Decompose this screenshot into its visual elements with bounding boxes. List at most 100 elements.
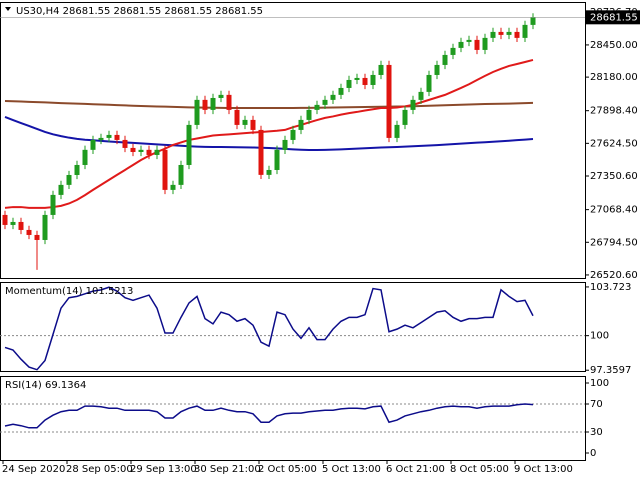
candle-body <box>386 64 392 138</box>
candle-body <box>442 54 448 65</box>
candle-body <box>330 94 336 100</box>
candle-body <box>314 104 320 110</box>
candle-body <box>490 31 496 38</box>
candle-body <box>282 139 288 150</box>
candle-body <box>266 169 272 175</box>
candle-body <box>362 77 368 85</box>
candle-body <box>298 119 304 130</box>
y-tick-label: 0 <box>590 448 596 459</box>
y-tick-label: 103.723 <box>590 282 631 293</box>
y-tick-label: 100 <box>590 378 609 389</box>
candle-body <box>10 221 16 225</box>
candle-body <box>106 134 112 138</box>
candle-body <box>426 74 432 92</box>
candle-body <box>82 149 88 165</box>
candle-body <box>434 64 440 75</box>
y-tick-label: 30 <box>590 427 603 438</box>
candle-body <box>50 194 56 215</box>
y-tick-label: 28450.00 <box>590 40 638 51</box>
candle-body <box>170 184 176 190</box>
panel-title: Momentum(14) 101.5213 <box>5 286 133 297</box>
candle-body <box>338 87 344 95</box>
candle-body <box>418 91 424 100</box>
y-tick-label: 26520.60 <box>590 270 638 281</box>
candle-body <box>34 234 40 240</box>
x-tick-label: 28 Sep 05:00 <box>66 464 133 475</box>
candle-body <box>26 229 32 235</box>
x-tick-label: 8 Oct 05:00 <box>450 464 509 475</box>
panel-title: RSI(14) 69.1364 <box>5 380 86 391</box>
y-tick-label: 27068.40 <box>590 205 638 216</box>
candle-body <box>506 31 512 35</box>
candle-body <box>234 109 240 125</box>
candle-body <box>66 174 72 185</box>
panel-frame <box>0 376 586 461</box>
last-price-box <box>586 10 640 25</box>
candle-body <box>130 147 136 152</box>
candle-body <box>146 149 152 155</box>
candle-body <box>466 39 472 42</box>
candle-body <box>346 79 352 88</box>
candle-body <box>138 149 144 152</box>
panel-frame <box>0 282 586 372</box>
y-tick-label: 27624.50 <box>590 138 638 149</box>
candle-body <box>306 109 312 120</box>
candle-body <box>178 164 184 185</box>
candle-body <box>514 31 520 38</box>
candle-body <box>114 134 120 140</box>
candle-body <box>162 149 168 190</box>
candle-body <box>410 99 416 110</box>
y-tick-label: 27898.40 <box>590 106 638 117</box>
y-tick-label: 97.3597 <box>590 365 631 376</box>
candle-body <box>18 221 24 230</box>
candle-body <box>458 41 464 48</box>
panel-frame <box>0 2 586 279</box>
candle-body <box>58 184 64 195</box>
candle-body <box>258 129 264 175</box>
y-tick-label: 27350.60 <box>590 171 638 182</box>
candle-body <box>210 97 216 110</box>
candle-body <box>290 129 296 140</box>
candle-body <box>522 24 528 38</box>
y-tick-label: 70 <box>590 399 603 410</box>
candle-body <box>378 64 384 75</box>
last-price-label: 28681.55 <box>590 12 638 23</box>
candle-body <box>482 37 488 50</box>
candle-body <box>530 17 536 25</box>
candle-body <box>498 31 504 35</box>
indicator-line <box>4 403 534 429</box>
x-tick-label: 9 Oct 13:00 <box>514 464 573 475</box>
panel-title: US30,H4 28681.55 28681.55 28681.55 28681… <box>16 6 263 17</box>
y-tick-label: 100 <box>590 331 609 342</box>
candle-body <box>354 77 360 80</box>
candle-body <box>154 149 160 155</box>
indicator-line <box>4 286 534 371</box>
indicator-line <box>4 99 534 109</box>
candle-body <box>274 149 280 170</box>
candle-body <box>186 124 192 165</box>
menu-arrow[interactable] <box>5 7 11 11</box>
x-tick-label: 6 Oct 21:00 <box>386 464 445 475</box>
candle-body <box>322 99 328 105</box>
candle-body <box>74 164 80 175</box>
candle-body <box>242 119 248 125</box>
indicator-line <box>4 58 534 209</box>
x-tick-label: 2 Oct 05:00 <box>258 464 317 475</box>
candle-body <box>218 94 224 98</box>
y-tick-label: 28180.00 <box>590 72 638 83</box>
candle-body <box>202 99 208 110</box>
candle-body <box>402 109 408 125</box>
candle-body <box>394 124 400 138</box>
x-tick-label: 24 Sep 2020 <box>2 464 65 475</box>
x-tick-label: 30 Sep 21:00 <box>194 464 261 475</box>
y-tick-label: 26794.50 <box>590 237 638 248</box>
candle-body <box>2 214 8 225</box>
candle-body <box>122 139 128 148</box>
candle-body <box>250 119 256 130</box>
candle-body <box>226 94 232 110</box>
candle-body <box>450 47 456 55</box>
x-tick-label: 5 Oct 13:00 <box>322 464 381 475</box>
candle-body <box>98 137 104 140</box>
